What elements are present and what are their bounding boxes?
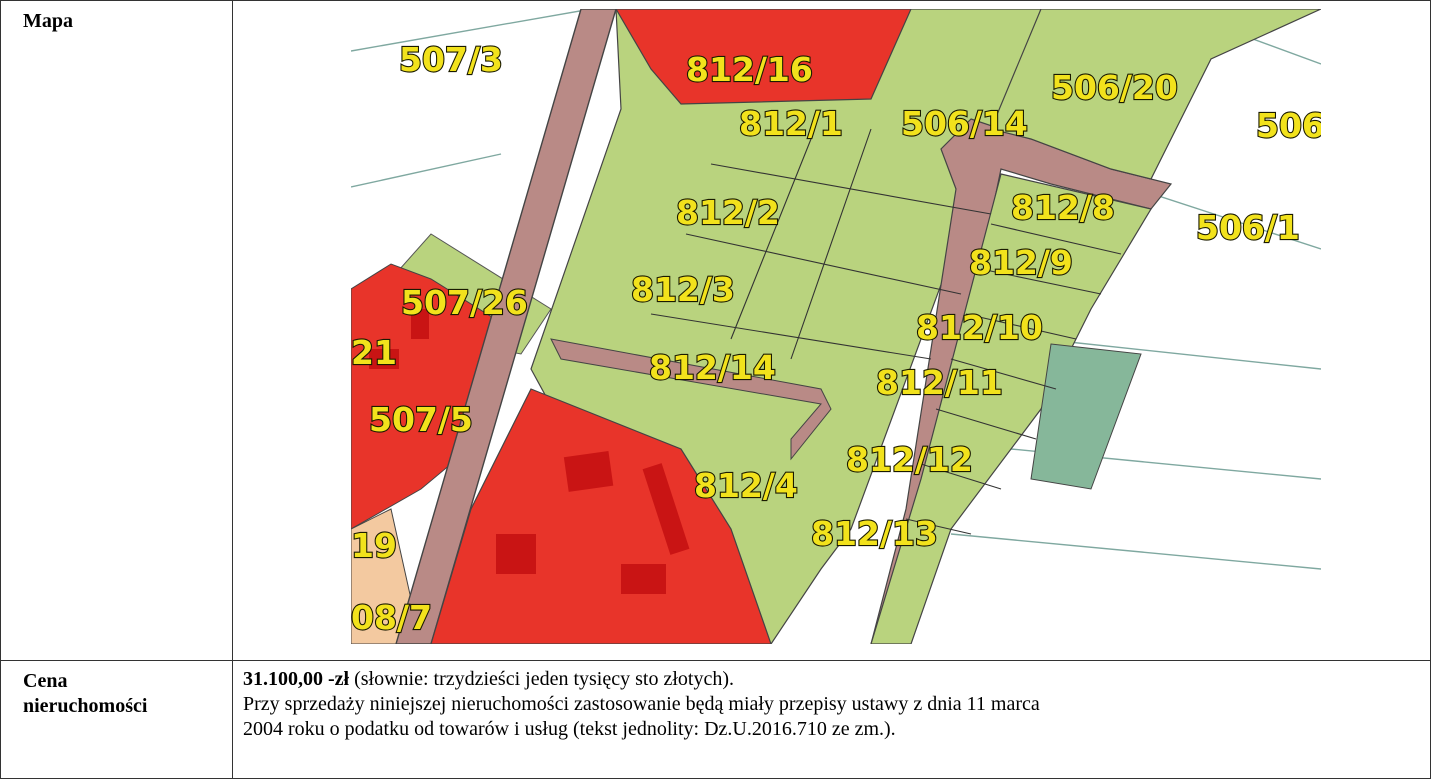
parcel-label: 08/7 — [351, 598, 432, 637]
parcel-label: 812/3 — [631, 270, 735, 309]
parcel-map: 507/3 812/16 506/20 812/1 506/14 506 812… — [351, 9, 1321, 644]
parcel-label: 506/14 — [901, 104, 1028, 143]
parcel-label: 507/3 — [399, 40, 503, 79]
parcel-label: 506/20 — [1051, 68, 1178, 107]
parcel-label: 812/12 — [846, 440, 973, 479]
parcel-label: 812/1 — [739, 104, 843, 143]
parcel-label: 812/14 — [649, 348, 776, 387]
map-cell: 507/3 812/16 506/20 812/1 506/14 506 812… — [232, 0, 1431, 661]
parcel-label: 507/26 — [401, 283, 528, 322]
parcel-label: 507/5 — [369, 400, 473, 439]
parcel-map-svg: 507/3 812/16 506/20 812/1 506/14 506 812… — [351, 9, 1321, 644]
price-label-line1: Cena — [23, 670, 68, 692]
parcel-label: 812/16 — [686, 50, 813, 89]
parcel-label: 812/4 — [694, 466, 798, 505]
price-row: Cena nieruchomości 31.100,00 -zł (słowni… — [0, 660, 1431, 779]
price-label-line2-rest: ści — [125, 695, 148, 717]
parcel-label: 506/1 — [1196, 208, 1300, 247]
parcel-label: 21 — [351, 333, 397, 372]
parcel-label: 812/10 — [916, 308, 1043, 347]
parcel-label: 812/8 — [1011, 188, 1115, 227]
price-label-line2: nieruchomo — [23, 695, 126, 717]
parcel-label: 19 — [351, 526, 397, 565]
parcel-label: 812/11 — [876, 363, 1003, 402]
price-text: 31.100,00 -zł (słownie: trzydzieści jede… — [233, 661, 1430, 742]
parcel-label: 506 — [1256, 106, 1321, 145]
parcel-label: 812/2 — [676, 193, 780, 232]
price-cell: 31.100,00 -zł (słownie: trzydzieści jede… — [232, 660, 1431, 779]
parcel-label: 812/13 — [811, 514, 938, 553]
vat-note-line1: Przy sprzedaży niniejszej nieruchomości … — [243, 693, 1040, 715]
price-amount-words: (słownie: trzydzieści jeden tysięcy sto … — [349, 668, 734, 690]
map-row: Mapa — [0, 0, 1431, 661]
parcel-labels: 507/3 812/16 506/20 812/1 506/14 506 812… — [351, 39, 1321, 638]
price-label: Cena nieruchomości — [0, 660, 233, 779]
price-amount: 31.100,00 -zł — [243, 668, 350, 690]
map-label: Mapa — [0, 0, 233, 661]
vat-note-line2: 2004 roku o podatku od towarów i usług (… — [243, 718, 896, 740]
parcel-label: 812/9 — [969, 243, 1073, 282]
